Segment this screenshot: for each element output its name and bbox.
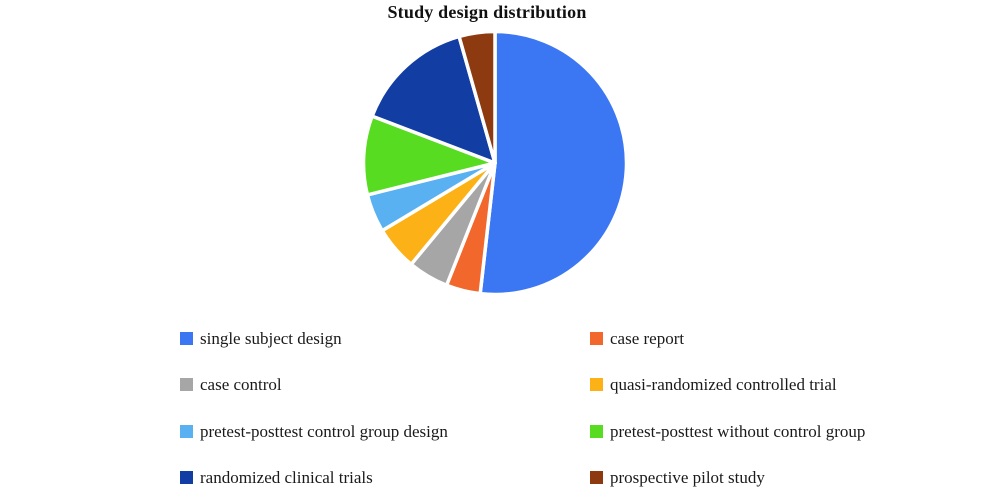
- legend-item: single subject design: [180, 330, 590, 347]
- legend-swatch: [180, 424, 193, 438]
- legend-swatch: [180, 331, 193, 345]
- pie-chart: [361, 29, 629, 297]
- legend-label: case control: [200, 375, 282, 395]
- legend-item: quasi-randomized controlled trial: [590, 376, 1000, 393]
- chart-title: Study design distribution: [387, 2, 587, 22]
- legend-swatch: [180, 378, 193, 392]
- pie-slice: [457, 29, 497, 165]
- legend-item: pretest-posttest without control group: [590, 423, 1000, 440]
- legend-item: pretest-posttest control group design: [180, 423, 590, 440]
- legend-label: single subject design: [200, 328, 342, 348]
- legend-swatch: [590, 378, 603, 392]
- legend-label: randomized clinical trials: [200, 468, 373, 488]
- legend-label: case report: [610, 328, 685, 348]
- legend-item: case report: [590, 330, 1000, 347]
- legend-swatch: [590, 424, 603, 438]
- pie-slice: [370, 34, 497, 165]
- legend-item: case control: [180, 376, 590, 393]
- legend-label: pretest-posttest control group design: [200, 421, 448, 441]
- legend-swatch: [180, 471, 193, 485]
- legend-label: prospective pilot study: [610, 468, 765, 488]
- pie-slice: [478, 29, 629, 297]
- legend: single subject design case report case con…: [180, 315, 1000, 499]
- legend-label: pretest-posttest without control group: [610, 421, 866, 441]
- legend-item: randomized clinical trials: [180, 469, 590, 486]
- legend-item: prospective pilot study: [590, 469, 1000, 486]
- legend-label: quasi-randomized controlled trial: [610, 375, 837, 395]
- legend-swatch: [590, 331, 603, 345]
- legend-swatch: [590, 471, 603, 485]
